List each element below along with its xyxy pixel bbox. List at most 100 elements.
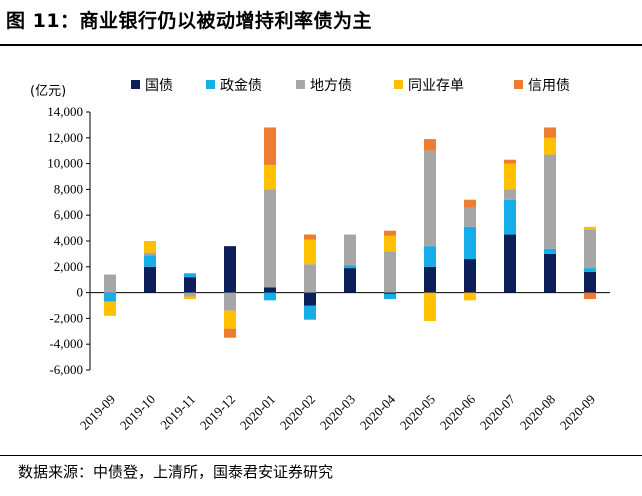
legend-swatch xyxy=(206,80,215,89)
x-tick-label: 2019-10 xyxy=(117,392,158,433)
bars xyxy=(104,127,596,338)
legend-swatch xyxy=(514,80,523,89)
y-tick-label: 8,000 xyxy=(54,181,83,196)
bar-segment xyxy=(424,292,436,321)
y-axis: -6,000 -4,000 -2,000 0 2,000 4,000 6,000 8,000 1… xyxy=(47,104,91,377)
bar-segment xyxy=(224,310,236,329)
x-tick-label: 2020-09 xyxy=(557,392,598,433)
bar-segment xyxy=(144,255,156,267)
y-unit-label: (亿元) xyxy=(30,84,66,99)
x-tick-label: 2020-04 xyxy=(357,391,399,433)
bar-segment xyxy=(144,241,156,253)
x-tick-label: 2020-01 xyxy=(237,392,278,433)
bar-segment xyxy=(544,253,556,293)
bar-segment xyxy=(464,226,476,260)
bar-segment xyxy=(464,199,476,208)
bar-segment xyxy=(104,274,116,293)
bar-segment xyxy=(504,159,516,164)
legend-label: 同业存单 xyxy=(408,78,464,94)
bar-segment xyxy=(304,234,316,240)
bar-segment xyxy=(384,293,396,300)
y-tick-label: -2,000 xyxy=(49,310,83,325)
bar-segment xyxy=(264,127,276,165)
bar-segment xyxy=(424,246,436,267)
y-tick-label: 2,000 xyxy=(54,259,83,274)
bar-segment xyxy=(224,328,236,338)
bar-segment xyxy=(464,259,476,293)
bar-segment xyxy=(584,271,596,293)
bar-segment xyxy=(504,234,516,293)
legend-label: 国债 xyxy=(145,78,173,94)
x-tick-label: 2020-08 xyxy=(517,392,558,433)
bar-segment xyxy=(424,139,436,151)
legend: 国债 政金债 地方债 同业存单 信用债 xyxy=(131,78,570,94)
legend-label: 政金债 xyxy=(220,78,262,94)
x-tick-label: 2020-02 xyxy=(277,392,318,433)
bar-segment xyxy=(584,229,596,269)
x-tick-label: 2020-06 xyxy=(437,391,479,433)
y-tick-label: -4,000 xyxy=(49,336,83,351)
x-tick-label: 2019-11 xyxy=(157,392,198,433)
bar-segment xyxy=(144,252,156,256)
bar-segment xyxy=(384,292,396,294)
x-tick-label: 2020-03 xyxy=(317,392,358,433)
bar-segment xyxy=(544,137,556,155)
bar-segment xyxy=(344,234,356,266)
bar-segment xyxy=(544,248,556,254)
bar-segment xyxy=(184,292,196,297)
bar-segment xyxy=(304,239,316,265)
bar-segment xyxy=(264,292,276,301)
bar-segment xyxy=(264,189,276,288)
title-rule xyxy=(0,44,642,46)
legend-swatch xyxy=(131,80,140,89)
x-tick-label: 2019-09 xyxy=(77,392,118,433)
y-tick-label: 4,000 xyxy=(54,233,83,248)
bar-segment xyxy=(224,292,236,311)
bar-segment xyxy=(264,287,276,293)
bar-segment xyxy=(184,296,196,300)
bar-segment xyxy=(584,268,596,272)
x-tick-label: 2019-12 xyxy=(197,392,238,433)
bar-segment xyxy=(464,292,476,301)
bar-segment xyxy=(304,292,316,306)
y-tick-label: -6,000 xyxy=(49,362,83,377)
x-tick-label: 2020-05 xyxy=(397,392,438,433)
bar-segment xyxy=(304,264,316,293)
bar-segment xyxy=(424,266,436,293)
bar-segment xyxy=(504,189,516,200)
legend-label: 信用债 xyxy=(528,78,570,94)
bar-segment xyxy=(544,127,556,138)
y-tick-label: 6,000 xyxy=(54,207,83,222)
bar-segment xyxy=(424,150,436,247)
bar-segment xyxy=(184,273,196,278)
legend-swatch xyxy=(394,80,403,89)
bar-segment xyxy=(584,226,596,230)
bar-segment xyxy=(584,292,596,300)
bar-segment xyxy=(504,163,516,190)
bar-segment xyxy=(384,230,396,236)
bar-segment xyxy=(544,154,556,249)
bar-segment xyxy=(184,277,196,293)
figure-title: 图 11：商业银行仍以被动增持利率债为主 xyxy=(6,10,373,32)
bar-segment xyxy=(264,164,276,190)
bar-segment xyxy=(344,268,356,293)
bar-segment xyxy=(464,207,476,227)
bar-segment xyxy=(224,246,236,293)
y-tick-label: 14,000 xyxy=(47,104,83,119)
legend-label: 地方债 xyxy=(310,78,352,94)
figure-source: 数据来源：中债登，上清所，国泰君安证券研究 xyxy=(18,463,334,481)
source-rule xyxy=(0,455,642,456)
bar-segment xyxy=(384,235,396,252)
stacked-bar-chart: -6,000 -4,000 -2,000 0 2,000 4,000 6,000 8,000 1… xyxy=(30,78,610,433)
bar-segment xyxy=(144,266,156,293)
bar-segment xyxy=(384,251,396,293)
bar-segment xyxy=(104,301,116,316)
y-tick-label: 12,000 xyxy=(47,130,83,145)
bar-segment xyxy=(504,199,516,235)
bar-segment xyxy=(104,292,116,302)
bar-segment xyxy=(304,305,316,320)
bar-segment xyxy=(344,265,356,269)
y-tick-label: 0 xyxy=(77,285,84,300)
legend-swatch xyxy=(296,80,305,89)
